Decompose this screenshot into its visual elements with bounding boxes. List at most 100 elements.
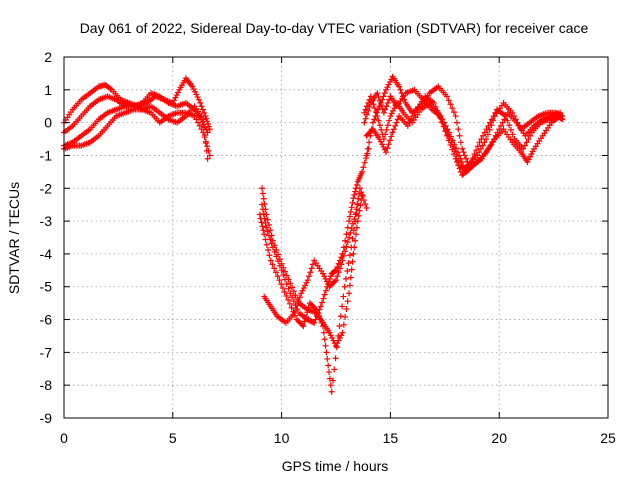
trace-marker: [466, 160, 473, 167]
point: [313, 306, 320, 313]
trace-marker: [259, 223, 266, 230]
trace-marker: [264, 228, 271, 235]
trace-marker: [349, 258, 356, 265]
trace-marker: [333, 344, 340, 351]
trace-marker: [321, 336, 328, 343]
trace-marker: [205, 123, 212, 130]
trace-marker: [453, 145, 460, 152]
trace-marker: [268, 240, 275, 247]
trace-marker: [386, 96, 393, 103]
trace-marker: [353, 231, 360, 238]
trace-marker: [484, 131, 491, 138]
trace-marker: [281, 288, 288, 295]
trace-marker: [375, 94, 382, 101]
trace-marker: [529, 148, 536, 155]
trace-marker: [327, 282, 334, 289]
point: [206, 152, 213, 159]
trace-marker: [285, 285, 292, 292]
trace-marker: [486, 126, 493, 133]
trace-marker: [316, 313, 323, 320]
trace-marker: [266, 252, 273, 259]
point: [459, 172, 466, 179]
trace-marker: [343, 243, 350, 250]
trace-marker: [373, 109, 380, 116]
trace-marker: [464, 167, 471, 174]
trace-marker: [190, 86, 197, 93]
point: [304, 277, 311, 284]
trace-marker: [299, 287, 306, 294]
point: [467, 159, 474, 166]
y-tick-label-2: 0: [44, 115, 52, 131]
point: [459, 145, 466, 152]
trace-marker: [376, 97, 383, 104]
point: [487, 142, 494, 149]
trace-marker: [326, 369, 333, 376]
trace-marker: [451, 141, 458, 148]
trace-marker: [322, 275, 329, 282]
trace-marker: [456, 132, 463, 139]
trace-marker: [351, 216, 358, 223]
trace-marker: [358, 189, 365, 196]
trace-marker: [481, 129, 488, 136]
trace-marker: [385, 141, 392, 148]
trace-marker: [274, 273, 281, 280]
y-tick-label-8: -6: [40, 312, 53, 328]
point: [374, 90, 381, 97]
point: [443, 132, 450, 139]
trace-marker: [390, 126, 397, 133]
trace-marker: [332, 355, 339, 362]
trace-marker: [279, 285, 286, 292]
trace-marker: [282, 268, 289, 275]
trace-marker: [260, 210, 267, 217]
trace-marker: [489, 139, 496, 146]
trace-marker: [381, 146, 388, 153]
x-tick-label-2: 10: [274, 430, 290, 446]
trace-marker: [366, 139, 373, 146]
trace-marker: [442, 128, 449, 135]
point: [452, 113, 459, 120]
trace-marker: [384, 145, 391, 152]
point: [263, 224, 270, 231]
trace-marker: [467, 164, 474, 171]
trace-marker: [376, 122, 383, 129]
trace-marker: [499, 119, 506, 126]
point: [324, 355, 331, 362]
trace-marker: [199, 106, 206, 113]
trace-marker: [331, 278, 338, 285]
trace-marker: [278, 281, 285, 288]
trace-marker: [471, 151, 478, 158]
point: [524, 159, 531, 166]
trace-marker: [348, 225, 355, 232]
trace-marker: [523, 139, 530, 146]
trace-marker: [327, 382, 334, 389]
trace-marker: [392, 102, 399, 109]
trace-marker: [295, 298, 302, 305]
trace-marker: [366, 130, 373, 137]
trace-marker: [340, 244, 347, 251]
trace-marker: [527, 153, 534, 160]
trace-marker: [202, 139, 209, 146]
trace-marker: [292, 292, 299, 299]
trace-marker: [382, 106, 389, 113]
y-tick-label-9: -7: [40, 344, 53, 360]
y-tick-label-5: -3: [40, 213, 53, 229]
point: [430, 99, 437, 106]
trace-marker: [450, 143, 457, 150]
point: [261, 231, 268, 238]
trace-marker: [432, 103, 439, 110]
trace-marker: [261, 201, 268, 208]
trace-marker: [193, 116, 200, 123]
point: [457, 162, 464, 169]
trace-marker: [319, 299, 326, 306]
trace-marker: [453, 153, 460, 160]
x-tick-label-4: 20: [491, 430, 507, 446]
trace-marker: [356, 207, 363, 214]
trace-marker: [345, 260, 352, 267]
trace-marker: [509, 131, 516, 138]
trace-marker: [283, 281, 290, 288]
trace-marker: [474, 143, 481, 150]
axis-ticks: [63, 56, 609, 419]
trace-marker: [202, 132, 209, 139]
point: [319, 323, 326, 330]
trace-marker: [262, 220, 269, 227]
